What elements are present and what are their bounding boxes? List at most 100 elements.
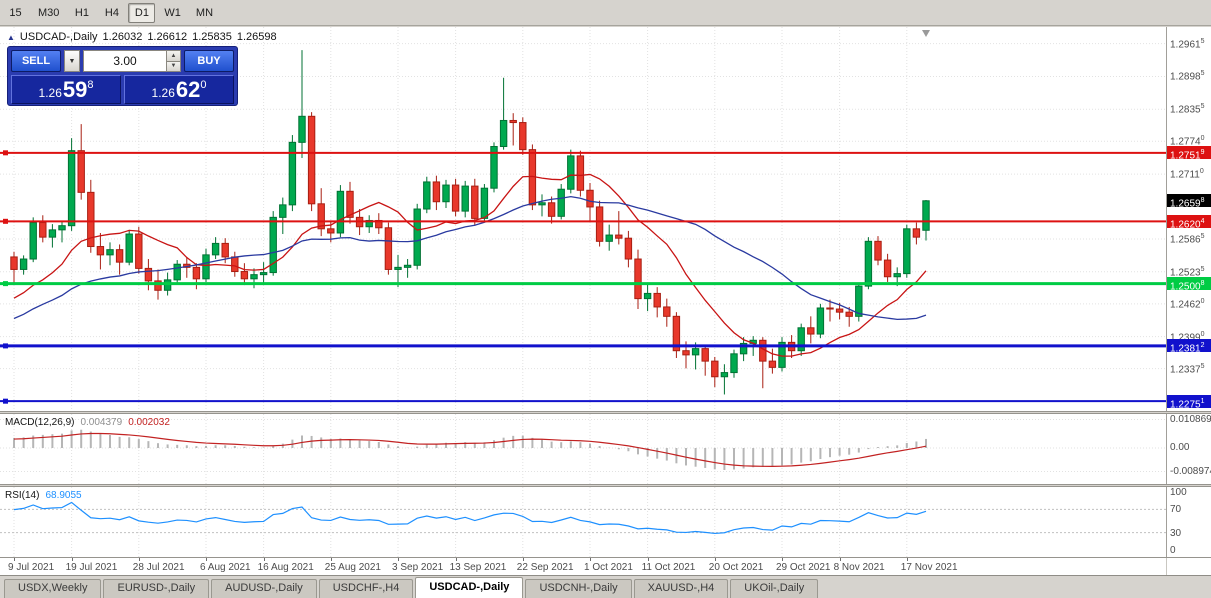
rsi-axis: 100 70 30 0 [1166, 487, 1211, 557]
timeframe-button-h1[interactable]: H1 [74, 6, 89, 19]
moving-average-line [13, 173, 927, 357]
volume-spin-up-icon[interactable]: ▲ [167, 51, 180, 62]
time-axis-tick [263, 558, 265, 561]
candle [605, 234, 613, 242]
line-handle[interactable] [3, 343, 8, 349]
line-handle[interactable] [3, 281, 8, 287]
timeframe-button-m30[interactable]: M30 [38, 6, 60, 19]
tab-usdcad-daily[interactable]: USDCAD-,Daily [415, 577, 524, 598]
tab-usdcnh-daily[interactable]: USDCNH-,Daily [525, 579, 632, 598]
price-axis-label: 1.27740 [1170, 135, 1205, 148]
volume-input[interactable] [84, 51, 166, 71]
rsi-chart[interactable] [0, 487, 1166, 557]
chart-shift-marker[interactable] [922, 30, 930, 37]
volume-spin-down-icon[interactable]: ▼ [167, 61, 180, 71]
rsi-value: 68.9055 [45, 490, 82, 501]
price-axis-label: 1.28355 [1170, 103, 1205, 116]
rsi-line [13, 501, 927, 535]
price-axis[interactable]: 1.29615 1.28985 1.28355 1.27740 1.27110 1.258… [1166, 27, 1211, 411]
candle [48, 229, 57, 238]
sell-button[interactable]: SELL [11, 50, 61, 72]
one-click-collapse-icon[interactable]: ▲ [7, 32, 15, 42]
chart-title: ▲ USDCAD-,Daily 1.26032 1.26612 1.25835 … [7, 31, 277, 43]
time-axis-label: 9 Jul 2021 [8, 562, 55, 573]
candle [279, 204, 287, 218]
line-handle[interactable] [3, 398, 8, 404]
candle [259, 272, 268, 276]
tab-usdx-weekly[interactable]: USDX,Weekly [4, 579, 102, 598]
tab-audusd-daily[interactable]: AUDUSD-,Daily [211, 579, 317, 598]
candle [87, 191, 95, 248]
candle [67, 150, 76, 227]
time-axis-tick [839, 558, 841, 561]
sell-price-button[interactable]: 1.26 59 8 [11, 75, 121, 104]
line-handle[interactable] [3, 150, 8, 156]
rsi-axis-label: 100 [1170, 487, 1187, 498]
candle [624, 237, 633, 260]
candle [903, 228, 911, 275]
time-axis-tick [455, 558, 457, 561]
candle [653, 292, 661, 308]
time-axis-tick [330, 558, 332, 561]
time-axis-tick [714, 558, 716, 561]
time-axis-tick [398, 558, 399, 561]
candle [288, 141, 297, 206]
time-axis-tick [647, 558, 649, 561]
buy-button[interactable]: BUY [184, 50, 234, 72]
tab-eurusd-daily[interactable]: EURUSD-,Daily [103, 579, 210, 598]
macd-axis: 0.010869 0.00 -0.008974 [1166, 414, 1211, 484]
candle [221, 242, 229, 258]
volume-field: ▲ ▼ [83, 50, 181, 72]
axis-separator [1166, 558, 1167, 575]
price-badge: 1.26204 [1167, 214, 1211, 230]
time-axis-tick [906, 558, 908, 561]
candle [538, 202, 546, 206]
panel-splitter-rsi[interactable] [0, 484, 1211, 487]
timeframe-button-m15[interactable]: 15 [9, 6, 22, 19]
line-handle[interactable] [3, 218, 8, 224]
tab-usdchf-h4[interactable]: USDCHF-,H4 [318, 579, 414, 598]
time-axis-label: 8 Nov 2021 [833, 562, 885, 573]
buy-price-pipette: 0 [200, 78, 207, 91]
macd-axis-label: -0.008974 [1170, 465, 1211, 477]
candle [730, 353, 738, 374]
candle [231, 256, 239, 273]
candle [394, 266, 402, 270]
candle [413, 208, 421, 266]
ohlc-close: 1.26598 [236, 31, 277, 43]
price-axis-label: 1.25865 [1170, 232, 1205, 246]
panel-splitter-macd[interactable] [0, 411, 1211, 414]
candle [634, 258, 642, 300]
macd-label: MACD(12,26,9) 0.004379 0.002032 [5, 417, 170, 428]
time-axis-label: 6 Aug 2021 [200, 562, 251, 573]
candle [912, 228, 921, 238]
time-axis-tick [138, 558, 140, 561]
candle [327, 228, 335, 234]
candle [432, 181, 441, 203]
timeframe-button-h4[interactable]: H4 [104, 6, 119, 19]
candle [461, 185, 469, 212]
candlestick-chart[interactable] [0, 27, 1166, 411]
time-axis-label: 17 Nov 2021 [900, 562, 958, 573]
tab-xauusd-h4[interactable]: XAUUSD-,H4 [633, 579, 729, 598]
rsi-label: RSI(14) 68.9055 [5, 490, 82, 501]
moving-average-line [13, 195, 927, 321]
candle [739, 342, 748, 355]
price-badge: 1.22751 [1167, 394, 1211, 410]
timeframe-button-mn[interactable]: MN [195, 6, 214, 19]
timeframe-button-w1[interactable]: W1 [164, 6, 181, 19]
volume-dropdown-icon[interactable]: ▼ [64, 50, 80, 72]
time-axis-tick [71, 558, 73, 561]
time-axis-label: 28 Jul 2021 [132, 562, 185, 573]
tab-ukoil-daily[interactable]: UKOil-,Daily [730, 579, 819, 598]
candle [10, 256, 18, 270]
macd-signal-line [13, 432, 927, 467]
buy-price-button[interactable]: 1.26 62 0 [124, 75, 234, 104]
macd-name: MACD(12,26,9) [5, 417, 75, 428]
candle [346, 190, 354, 218]
sell-price-pips: 59 [62, 76, 88, 102]
time-axis[interactable]: 9 Jul 2021 19 Jul 2021 28 Jul 2021 6 Aug 20… [0, 557, 1211, 575]
price-axis-label: 1.27110 [1170, 168, 1204, 181]
macd-chart[interactable] [0, 414, 1166, 484]
timeframe-button-d1[interactable]: D1 [128, 2, 156, 23]
